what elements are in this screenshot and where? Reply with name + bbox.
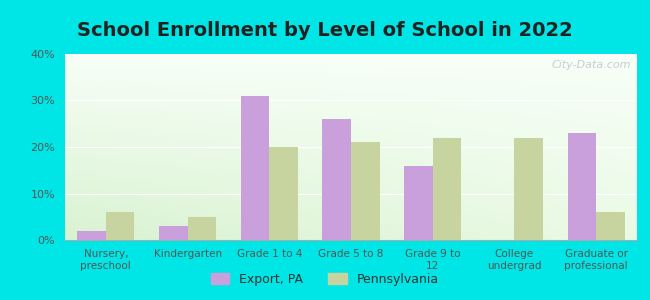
Bar xyxy=(269,147,298,240)
Bar xyxy=(596,212,625,240)
Bar xyxy=(188,217,216,240)
Text: City-Data.com: City-Data.com xyxy=(552,60,631,70)
Text: School Enrollment by Level of School in 2022: School Enrollment by Level of School in … xyxy=(77,21,573,40)
Legend: Export, PA, Pennsylvania: Export, PA, Pennsylvania xyxy=(205,268,445,291)
Bar xyxy=(514,138,543,240)
Bar xyxy=(404,166,433,240)
Bar xyxy=(240,96,269,240)
Bar xyxy=(106,212,135,240)
Bar xyxy=(159,226,188,240)
Bar xyxy=(77,231,106,240)
Bar xyxy=(351,142,380,240)
Bar xyxy=(567,133,596,240)
Bar xyxy=(322,119,351,240)
Bar xyxy=(433,138,462,240)
